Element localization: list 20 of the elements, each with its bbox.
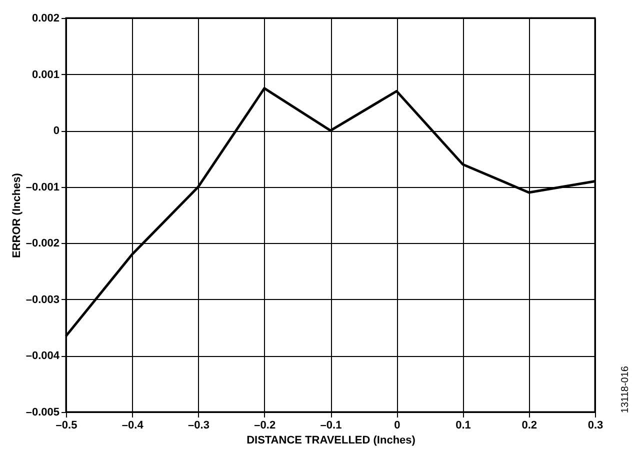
- y-tick-label: –0.003: [26, 294, 60, 306]
- y-tick-label: –0.002: [26, 238, 60, 250]
- text: 0: [394, 420, 400, 432]
- y-tick-label: –0.001: [26, 181, 60, 194]
- x-tick-label: –0.5: [56, 420, 78, 432]
- y-tick-label: 0: [53, 125, 60, 138]
- x-axis-title: DISTANCE TRAVELLED (Inches): [246, 434, 416, 446]
- x-tick-label: –0.1: [320, 420, 342, 432]
- x-tick-label: –0.3: [188, 420, 210, 432]
- x-tick-label: –0.4: [122, 420, 144, 432]
- x-tick-label: 0.2: [522, 420, 538, 432]
- x-tick-label: 0.3: [588, 420, 604, 432]
- y-tick-label: –0.004: [26, 350, 60, 362]
- y-tick-label: –0.005: [26, 406, 60, 418]
- y-axis-title: ERROR (Inches): [10, 172, 23, 258]
- x-tick-label: –0.2: [254, 420, 276, 432]
- text: 13118-016: [620, 366, 631, 413]
- y-tick-label: 0.002: [32, 12, 60, 24]
- x-tick-label: 0.1: [456, 420, 471, 432]
- y-tick-label: 0.001: [32, 68, 60, 81]
